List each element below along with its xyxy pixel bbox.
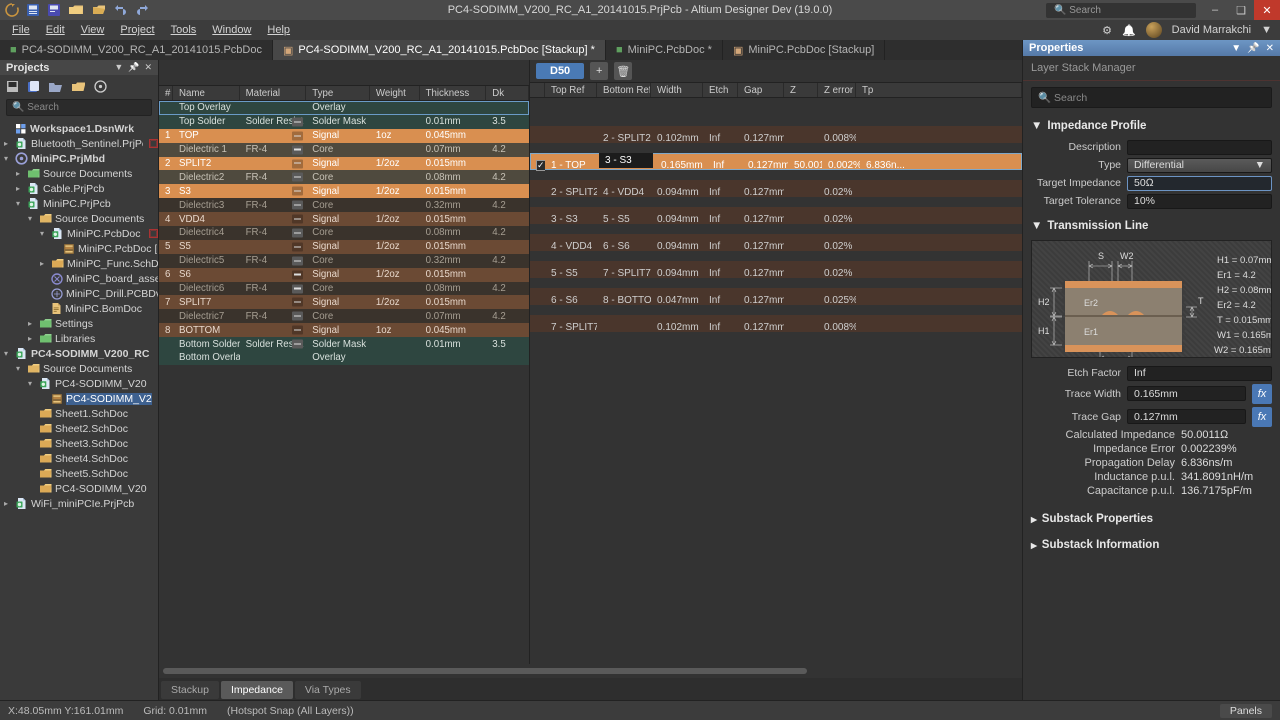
- svg-text:H2 = 0.08mm: H2 = 0.08mm: [1217, 285, 1272, 296]
- svg-text:Er1 = 4.2: Er1 = 4.2: [1217, 270, 1256, 281]
- svg-text:S: S: [1098, 251, 1104, 261]
- svg-text:T: T: [1198, 296, 1204, 306]
- svg-text:W2 = 0.165mm: W2 = 0.165mm: [1214, 345, 1272, 356]
- svg-text:Er2: Er2: [1084, 298, 1098, 308]
- svg-text:H2: H2: [1038, 297, 1050, 307]
- svg-text:W2: W2: [1120, 251, 1134, 261]
- svg-text:T = 0.015mm: T = 0.015mm: [1217, 315, 1272, 326]
- svg-text:W1 = 0.165mm: W1 = 0.165mm: [1217, 330, 1272, 341]
- svg-text:Er1: Er1: [1084, 327, 1098, 337]
- svg-text:Er2 = 4.2: Er2 = 4.2: [1217, 300, 1256, 311]
- svg-text:H1 = 0.07mm: H1 = 0.07mm: [1217, 255, 1272, 266]
- svg-text:H1: H1: [1038, 326, 1050, 336]
